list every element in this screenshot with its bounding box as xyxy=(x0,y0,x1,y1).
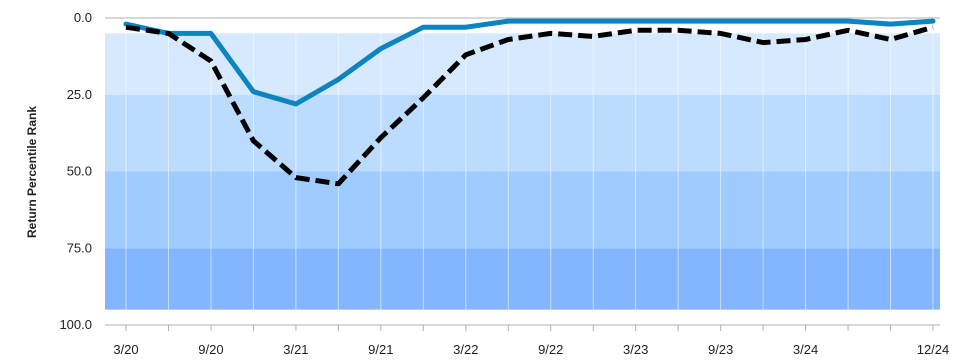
y-axis-title: Return Percentile Rank xyxy=(25,106,39,238)
y-tick-label: 50.0 xyxy=(67,164,92,179)
series-lines xyxy=(123,18,936,187)
x-tick-label: 9/22 xyxy=(538,342,563,357)
x-tick-label: 3/22 xyxy=(453,342,478,357)
band-1 xyxy=(105,94,940,172)
x-tick-label: 3/23 xyxy=(623,342,648,357)
x-tick-labels: 3/20 9/20 3/21 9/21 3/22 9/22 3/23 9/23 3/24 12/2… xyxy=(113,342,949,357)
y-tick-label: 100.0 xyxy=(59,317,92,332)
x-tick-label: 3/20 xyxy=(113,342,138,357)
band-3 xyxy=(105,248,940,310)
x-tick-label: 9/23 xyxy=(708,342,733,357)
x-tick-label: 3/24 xyxy=(793,342,818,357)
x-tick-label: 3/21 xyxy=(283,342,308,357)
x-tick-label: 9/21 xyxy=(368,342,393,357)
series-line-0 xyxy=(123,18,936,107)
axes xyxy=(105,17,940,331)
band-2 xyxy=(105,171,940,249)
x-tick-label: 9/20 xyxy=(198,342,223,357)
y-tick-label: 0.0 xyxy=(74,10,92,25)
x-gridlines xyxy=(125,18,934,325)
band-0 xyxy=(105,33,940,95)
y-tick-label: 25.0 xyxy=(67,87,92,102)
percentile-bands xyxy=(105,33,940,310)
y-tick-labels: 0.0 25.0 50.0 75.0 100.0 xyxy=(59,10,92,332)
x-tick-label: 12/24 xyxy=(917,342,950,357)
series-line-1 xyxy=(125,24,934,187)
y-tick-label: 75.0 xyxy=(67,240,92,255)
